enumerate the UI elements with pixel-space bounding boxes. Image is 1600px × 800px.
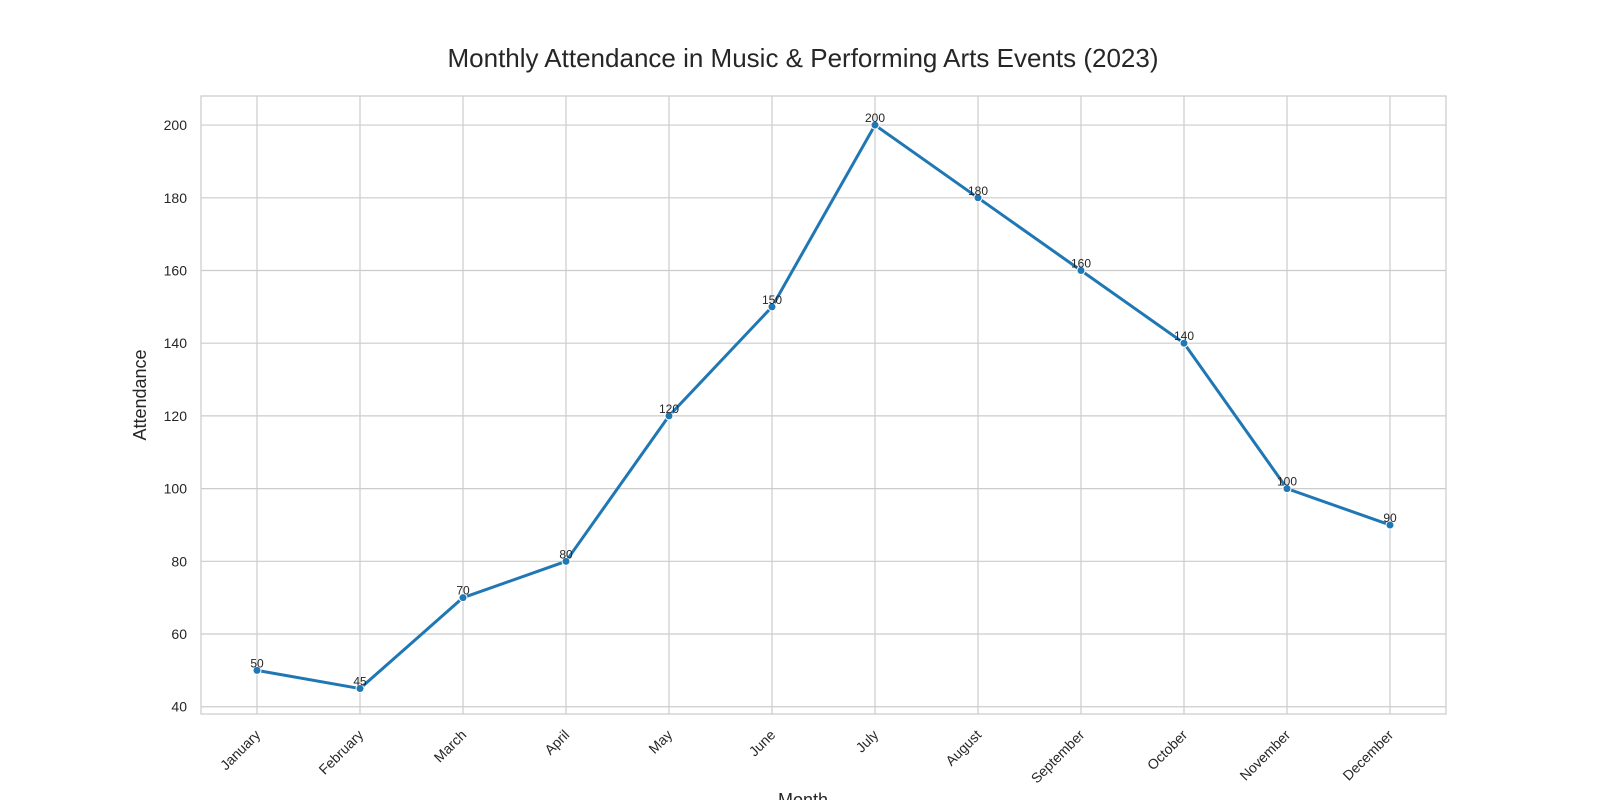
x-tick-label: July [852,727,881,756]
y-tick-label: 60 [171,626,187,642]
data-label: 90 [1383,511,1397,525]
x-tick-label: May [645,727,675,757]
data-labels: 50 45 70 80 120 150 200 180 160 140 100 90 [250,111,1397,688]
grid-lines [201,96,1446,714]
series-line [255,123,1392,691]
data-label: 80 [559,547,573,561]
data-point [458,593,468,603]
data-point [767,302,777,312]
data-point [870,120,880,130]
y-tick-label: 200 [164,117,188,133]
x-tick-label: January [217,727,264,774]
data-label: 140 [1174,329,1194,343]
x-tick-label: November [1236,726,1293,783]
plot-frame [200,95,1447,715]
series-group [252,120,1395,694]
data-point [973,193,983,203]
y-tick-label: 120 [164,408,188,424]
y-tick-label: 80 [171,553,187,569]
x-tick-label: September [1028,726,1088,786]
data-point [1179,338,1189,348]
data-label: 70 [456,584,470,598]
x-tick-label: October [1144,726,1191,773]
data-point [1076,265,1086,275]
y-tick-label: 160 [164,262,188,278]
x-tick-label: December [1339,726,1396,783]
data-label: 180 [968,184,988,198]
data-point [1282,484,1292,494]
y-tick-label: 180 [164,190,188,206]
x-tick-label: June [746,726,779,759]
x-tick-label: August [942,726,984,768]
x-tick-label: February [315,727,366,778]
data-label: 150 [762,293,782,307]
data-label: 50 [250,656,264,670]
x-axis-ticks: January February March April May June July Augu… [217,726,1397,786]
data-label: 100 [1277,475,1297,489]
data-point [252,665,262,675]
y-tick-label: 40 [171,699,187,715]
y-tick-label: 100 [164,481,188,497]
y-tick-label: 140 [164,335,188,351]
chart-title: Monthly Attendance in Music & Performing… [447,43,1158,73]
x-axis-title: Month [778,790,828,800]
y-axis-title: Attendance [130,349,150,440]
data-point [355,684,365,694]
data-label: 160 [1071,256,1091,270]
data-point [561,556,571,566]
x-tick-label: April [541,727,572,758]
y-axis-ticks: 40 60 80 100 120 140 160 180 200 [164,117,188,715]
x-tick-label: March [431,727,470,766]
data-label: 45 [353,675,367,689]
data-point [1385,520,1395,530]
data-point [664,411,674,421]
data-label: 200 [865,111,885,125]
data-label: 120 [659,402,679,416]
